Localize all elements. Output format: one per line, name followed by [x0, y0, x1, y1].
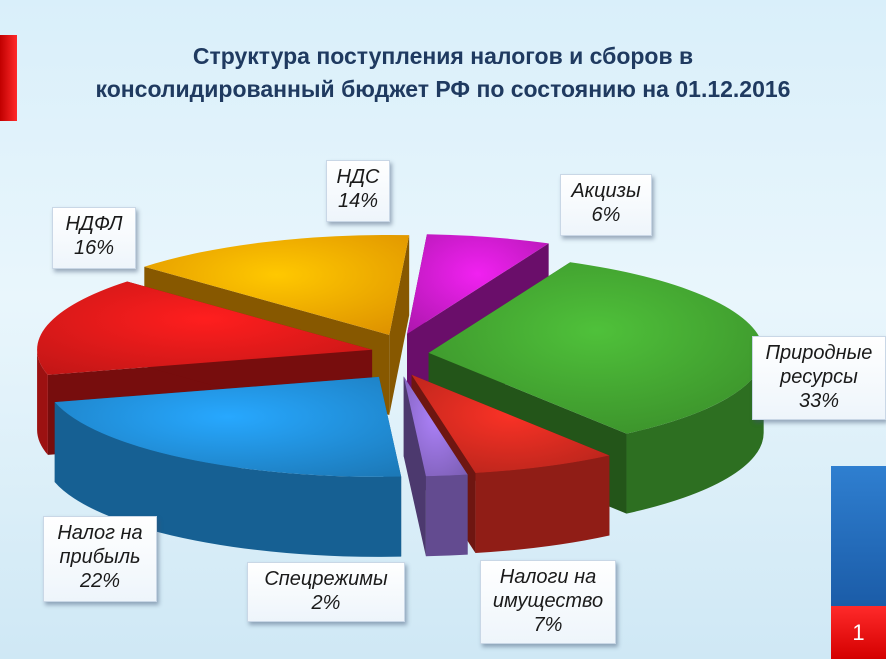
- pie-slice-top-property: [411, 374, 610, 473]
- label-vat-value: 14%: [337, 190, 379, 212]
- label-profit-tax-line1: Налог на: [57, 522, 143, 544]
- label-natural-resources-value: 33%: [798, 390, 840, 412]
- label-excise-value: 6%: [591, 204, 621, 226]
- chart-title-line1: Структура поступления налогов и сборов в: [192, 43, 694, 69]
- label-special-regimes-line1: Спецрежимы: [264, 568, 388, 590]
- pie-slice-top-excise: [407, 234, 549, 335]
- label-special-regimes: Спецрежимы 2%: [247, 562, 405, 622]
- decor-blue-bar: [831, 466, 886, 606]
- label-excise: Акцизы 6%: [560, 174, 652, 236]
- pie-slice-wall-special-regimes: [425, 474, 468, 557]
- label-property: Налоги на имущество 7%: [480, 560, 616, 644]
- label-vat-line1: НДС: [336, 166, 380, 188]
- pie-slice-side-vat: [389, 235, 410, 415]
- label-vat: НДС 14%: [326, 160, 390, 222]
- pie-slice-top-natural-resources: [428, 262, 764, 434]
- pie-slice-wall-property: [475, 455, 610, 553]
- label-property-value: 7%: [533, 614, 563, 636]
- pie-slice-wall-pit: [37, 349, 48, 455]
- slide-number: 1: [831, 606, 886, 659]
- label-pit-line1: НДФЛ: [65, 213, 123, 235]
- pie-slice-top-profit-tax: [54, 376, 402, 477]
- pie-slice-top-special-regimes: [403, 376, 468, 477]
- label-pit-value: 16%: [73, 237, 115, 259]
- pie-slice-wall-natural-resources: [626, 352, 764, 514]
- label-profit-tax: Налог на прибыль 22%: [43, 516, 157, 602]
- decor-red-bar-top: [0, 35, 17, 121]
- label-natural-resources-line1: Природные: [765, 342, 873, 364]
- chart-title: Структура поступления налогов и сборов в…: [0, 40, 886, 106]
- label-property-line2: имущество: [492, 590, 604, 612]
- label-natural-resources-line2: ресурсы: [780, 366, 858, 388]
- label-natural-resources: Природные ресурсы 33%: [752, 336, 886, 420]
- label-excise-line1: Акцизы: [571, 180, 641, 202]
- label-pit: НДФЛ 16%: [52, 207, 136, 269]
- label-profit-tax-value: 22%: [79, 570, 121, 592]
- label-property-line1: Налоги на: [499, 566, 597, 588]
- label-special-regimes-value: 2%: [311, 592, 341, 614]
- pie-slice-side-special-regimes: [403, 376, 426, 557]
- label-profit-tax-line2: прибыль: [59, 546, 141, 568]
- pie-slice-top-vat: [144, 234, 410, 335]
- pie-slice-top-pit: [37, 281, 373, 375]
- chart-title-line2: консолидированный бюджет РФ по состоянию…: [95, 76, 791, 102]
- pie-slice-special-regimes: [403, 376, 468, 557]
